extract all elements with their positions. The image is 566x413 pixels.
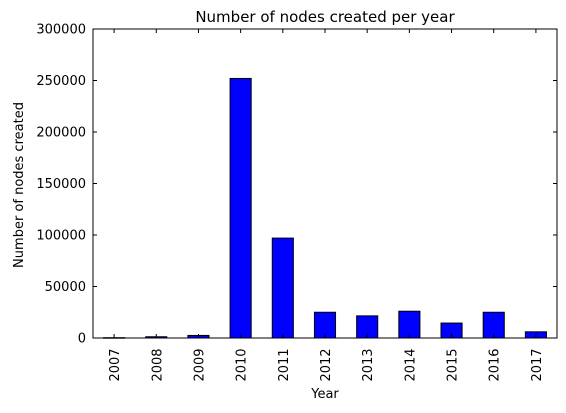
y-tick-label-50000: 50000 <box>45 280 86 295</box>
y-tick-label-150000: 150000 <box>36 177 86 192</box>
x-tick-label-2014: 2014 <box>403 348 418 381</box>
x-tick-label-2011: 2011 <box>277 348 292 381</box>
bar-2011 <box>271 237 294 339</box>
x-tick-label-2009: 2009 <box>192 348 207 381</box>
x-tick-label-2008: 2008 <box>150 348 165 381</box>
x-tick-label-2010: 2010 <box>235 348 250 381</box>
x-tick-label-2016: 2016 <box>488 348 503 381</box>
bar-2010 <box>229 77 252 339</box>
x-tick-label-2013: 2013 <box>361 348 376 381</box>
x-tick-label-2017: 2017 <box>530 348 545 381</box>
x-axis-label: Year <box>310 387 339 402</box>
y-tick-label-200000: 200000 <box>36 126 86 141</box>
bars-group <box>103 77 547 339</box>
y-tick-label-0: 0 <box>78 332 86 347</box>
y-tick-label-300000: 300000 <box>36 23 86 38</box>
x-tick-label-2012: 2012 <box>319 348 334 381</box>
y-tick-label-100000: 100000 <box>36 229 86 244</box>
bar-2014 <box>398 310 421 339</box>
x-tick-label-2007: 2007 <box>108 348 123 381</box>
ticks-group: 2007 2008 2009 2010 2011 2012 2013 2014 2015 2016… <box>36 23 557 382</box>
x-tick-label-2015: 2015 <box>446 348 461 381</box>
chart-title: Number of nodes created per year <box>195 8 455 26</box>
y-tick-label-250000: 250000 <box>36 74 86 89</box>
plot-frame <box>92 28 558 339</box>
y-axis-label: Number of nodes created <box>12 102 27 268</box>
